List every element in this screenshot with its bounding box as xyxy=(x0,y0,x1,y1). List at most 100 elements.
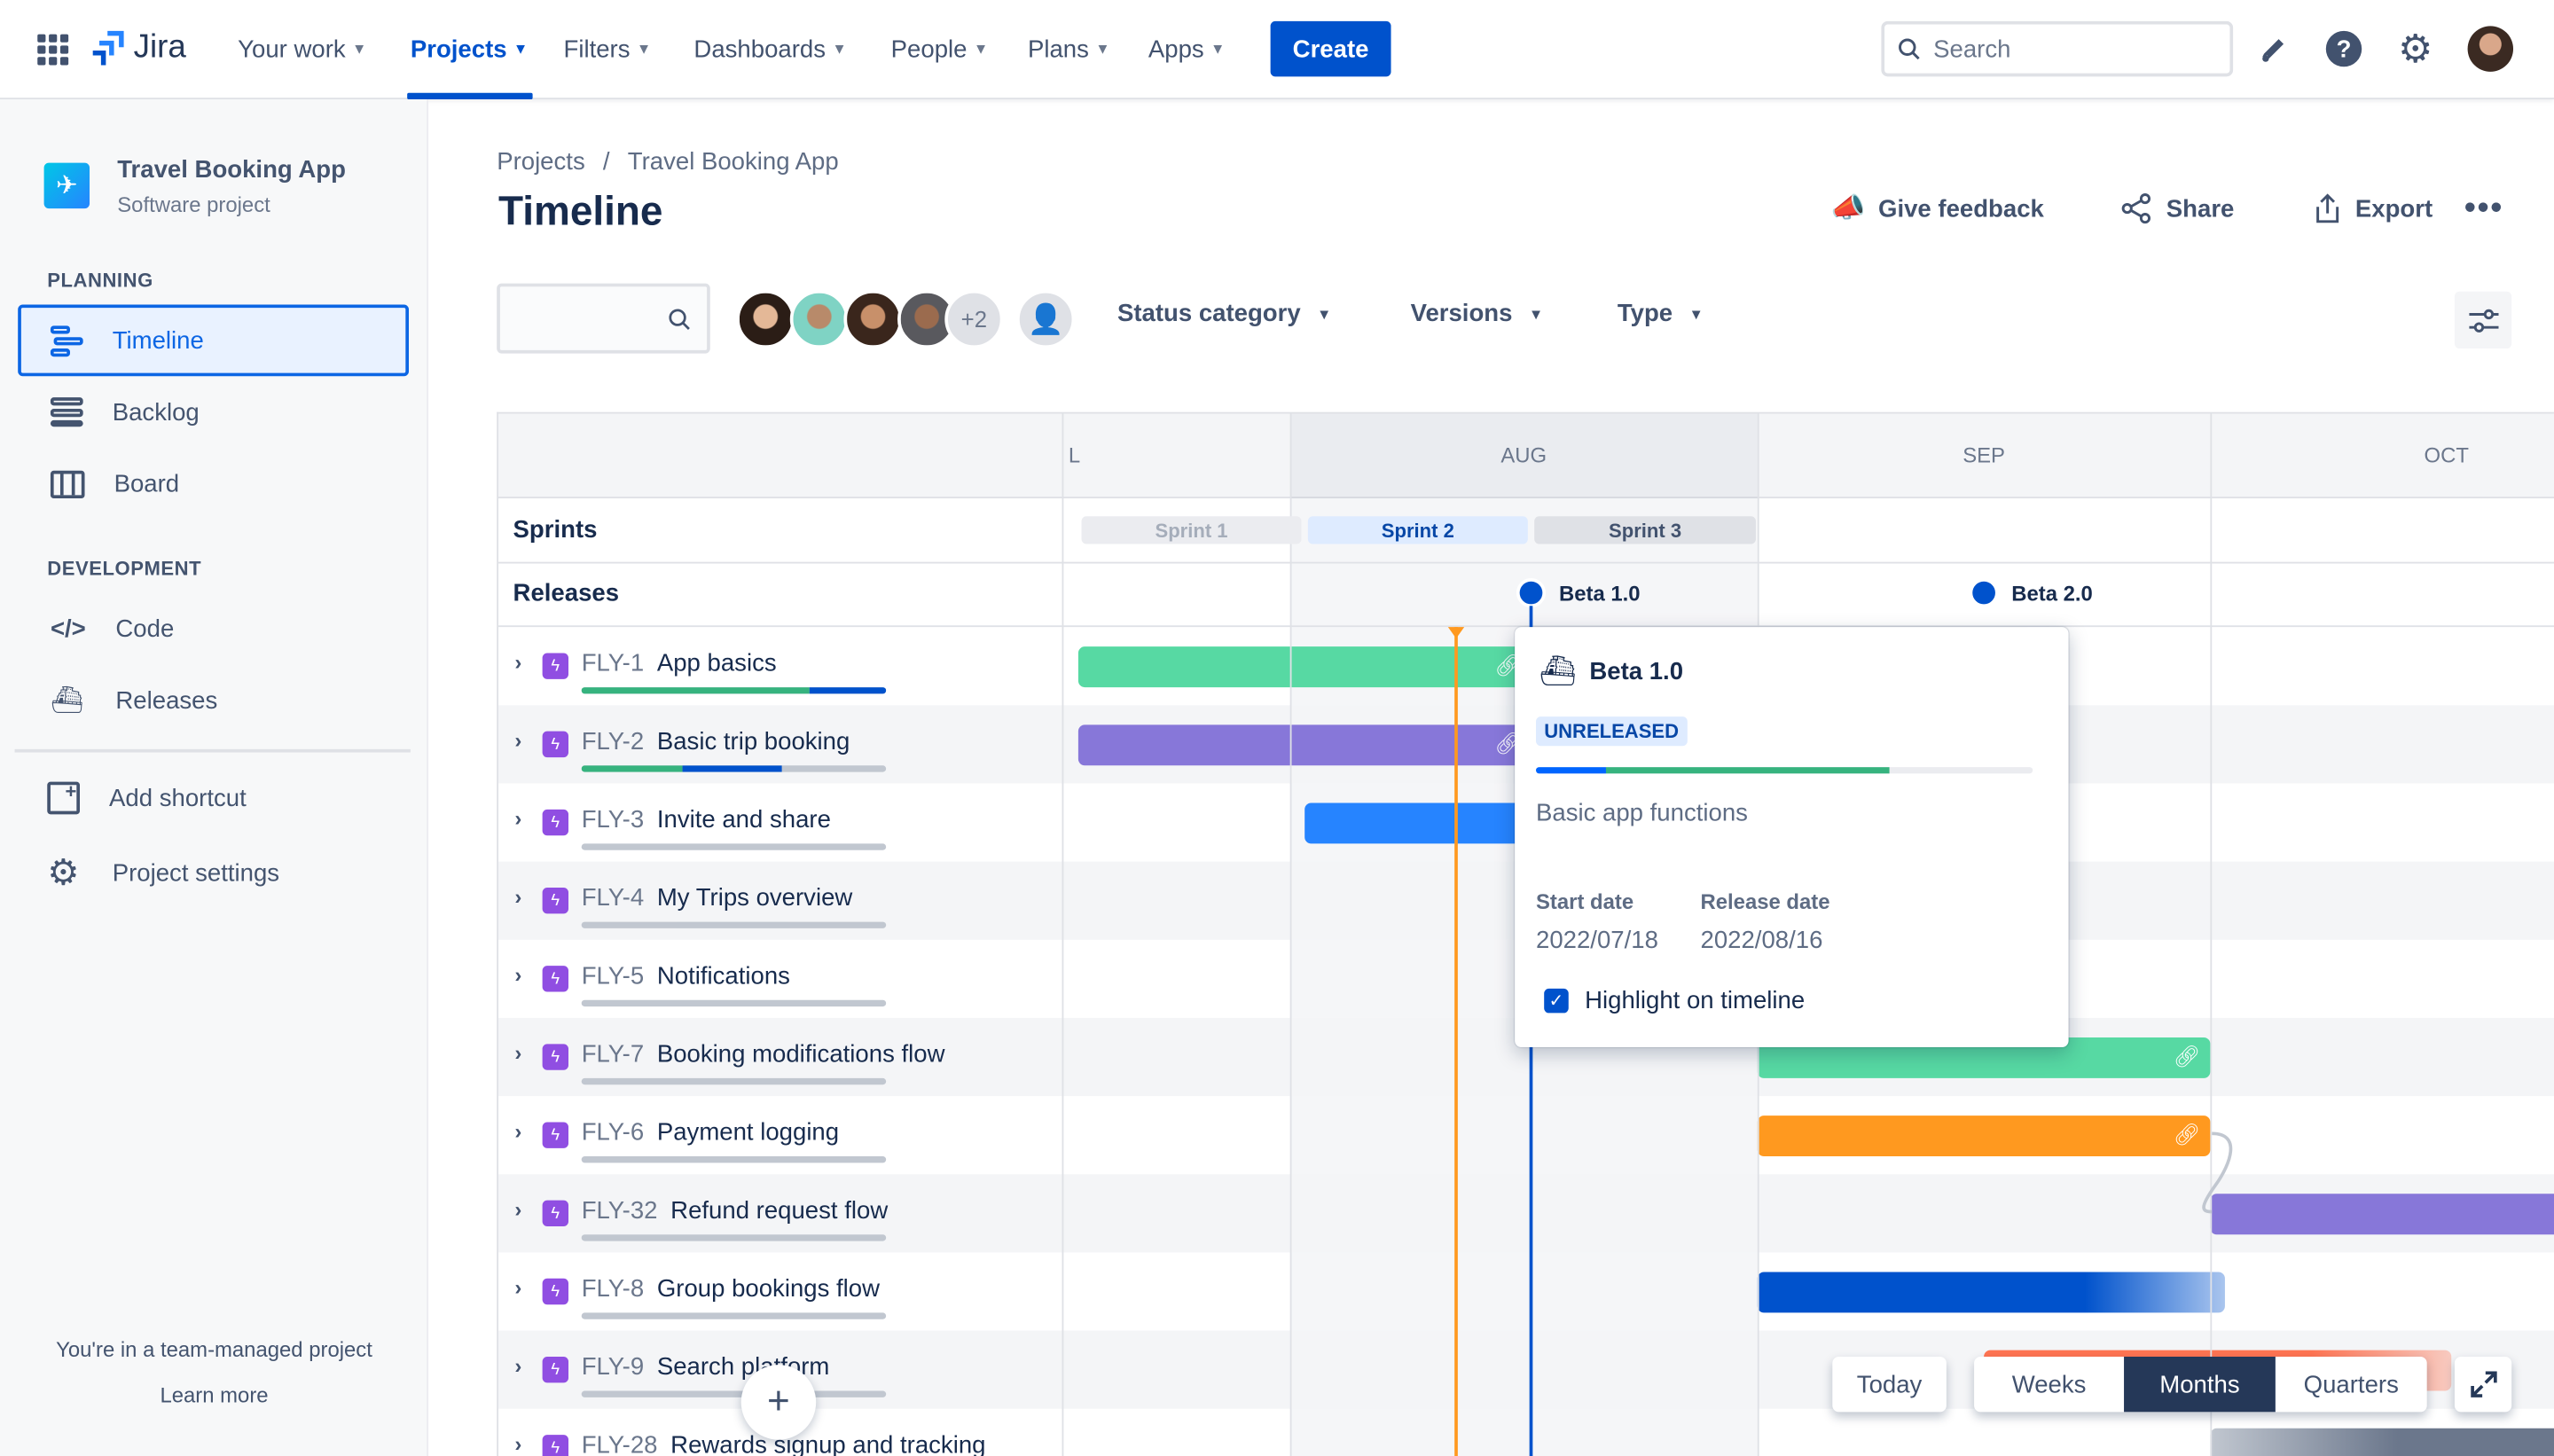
learn-more-link[interactable]: Learn more xyxy=(160,1382,269,1407)
nav-your-work[interactable]: Your work ▼ xyxy=(238,29,366,68)
table-row[interactable]: › ϟ FLY-28 Rewards signup and tracking xyxy=(498,1409,2554,1456)
issue-key[interactable]: FLY-9 xyxy=(581,1353,645,1382)
issue-bar-FLY-2[interactable]: 🔗︎ xyxy=(1078,724,1532,766)
issue-row-FLY-2[interactable]: › ϟ FLY-2 Basic trip booking xyxy=(498,705,1062,783)
avatar[interactable] xyxy=(789,289,849,349)
share-button[interactable]: Share xyxy=(2120,192,2234,225)
sprint-2[interactable]: Sprint 2 xyxy=(1307,516,1528,544)
nav-people[interactable]: People ▼ xyxy=(891,29,989,68)
chevron-right-icon[interactable]: › xyxy=(514,1040,522,1066)
create-button[interactable]: Create xyxy=(1270,20,1391,77)
issue-row-FLY-4[interactable]: › ϟ FLY-4 My Trips overview xyxy=(498,862,1062,940)
issue-key[interactable]: FLY-6 xyxy=(581,1118,645,1147)
chevron-right-icon[interactable]: › xyxy=(514,1431,522,1456)
notifications-icon[interactable] xyxy=(2252,27,2295,70)
app-switcher-icon[interactable] xyxy=(37,34,69,66)
issue-summary[interactable]: Group bookings flow xyxy=(656,1275,881,1303)
sprint-1[interactable]: Sprint 1 xyxy=(1081,516,1302,544)
give-feedback-button[interactable]: 📣 Give feedback xyxy=(1830,192,2043,225)
issue-key[interactable]: FLY-4 xyxy=(581,884,645,912)
nav-plans[interactable]: Plans ▼ xyxy=(1028,29,1110,68)
nav-dashboards[interactable]: Dashboards ▼ xyxy=(693,29,846,68)
avatar[interactable] xyxy=(843,289,903,349)
status-category-filter[interactable]: Status category ▼ xyxy=(1117,300,1331,327)
breadcrumb-projects[interactable]: Projects xyxy=(497,148,585,176)
issue-key[interactable]: FLY-3 xyxy=(581,806,645,834)
issue-key[interactable]: FLY-8 xyxy=(581,1275,645,1303)
chevron-right-icon[interactable]: › xyxy=(514,962,522,988)
issue-bar-FLY-32[interactable] xyxy=(2210,1194,2554,1235)
issue-summary[interactable]: Payment logging xyxy=(656,1118,840,1147)
chevron-right-icon[interactable]: › xyxy=(514,806,522,831)
nav-filters[interactable]: Filters ▼ xyxy=(563,29,651,68)
more-actions-icon[interactable]: ••• xyxy=(2464,190,2504,227)
sprint-3[interactable]: Sprint 3 xyxy=(1534,516,1756,544)
issue-key[interactable]: FLY-28 xyxy=(581,1431,658,1456)
sidebar-item-releases[interactable]: ⛴ Releases xyxy=(18,664,409,736)
view-settings-button[interactable] xyxy=(2454,291,2512,349)
release-dot-icon[interactable] xyxy=(1969,578,1999,608)
more-avatars-button[interactable]: +2 xyxy=(944,289,1004,349)
issue-bar-FLY-1[interactable]: 🔗︎ xyxy=(1078,646,1532,688)
issue-bar-FLY-6[interactable]: 🔗︎ xyxy=(1757,1115,2211,1157)
versions-filter[interactable]: Versions ▼ xyxy=(1411,300,1544,327)
sidebar-item-board[interactable]: Board xyxy=(18,448,409,520)
issue-summary[interactable]: My Trips overview xyxy=(656,884,853,912)
chevron-right-icon[interactable]: › xyxy=(514,1196,522,1222)
type-filter[interactable]: Type ▼ xyxy=(1618,300,1704,327)
chevron-right-icon[interactable]: › xyxy=(514,884,522,909)
quarters-button[interactable]: Quarters xyxy=(2303,1370,2399,1398)
release-marker[interactable]: Beta 2.0 xyxy=(1969,578,2093,608)
project-settings-button[interactable]: ⚙ Project settings xyxy=(18,837,409,909)
breadcrumb-project[interactable]: Travel Booking App xyxy=(627,148,839,176)
highlight-checkbox[interactable]: ✓ Highlight on timeline xyxy=(1544,987,1805,1014)
table-row[interactable]: › ϟ FLY-3 Invite and share xyxy=(498,783,2554,861)
table-row[interactable]: › ϟ FLY-5 Notifications xyxy=(498,940,2554,1018)
jira-logo[interactable]: Jira xyxy=(91,27,186,67)
chevron-right-icon[interactable]: › xyxy=(514,728,522,753)
issue-row-FLY-6[interactable]: › ϟ FLY-6 Payment logging xyxy=(498,1096,1062,1174)
issue-bar-FLY-8[interactable] xyxy=(1757,1272,2226,1313)
nav-projects[interactable]: Projects ▼ xyxy=(411,29,528,68)
months-button[interactable]: Months xyxy=(2124,1356,2276,1413)
weeks-button[interactable]: Weeks xyxy=(2011,1370,2087,1398)
nav-apps[interactable]: Apps ▼ xyxy=(1148,29,1226,68)
chevron-right-icon[interactable]: › xyxy=(514,649,522,675)
export-button[interactable]: Export xyxy=(2313,192,2433,225)
search-input[interactable]: Search xyxy=(1881,20,2234,77)
issue-summary[interactable]: Invite and share xyxy=(656,806,831,834)
chevron-right-icon[interactable]: › xyxy=(514,1275,522,1300)
chevron-right-icon[interactable]: › xyxy=(514,1353,522,1378)
issue-row-FLY-28[interactable]: › ϟ FLY-28 Rewards signup and tracking xyxy=(498,1409,1062,1456)
add-shortcut-button[interactable]: + Add shortcut xyxy=(18,763,409,834)
issue-row-FLY-32[interactable]: › ϟ FLY-32 Refund request flow xyxy=(498,1174,1062,1252)
add-people-button[interactable]: 👤 xyxy=(1016,289,1076,349)
help-icon[interactable]: ? xyxy=(2323,27,2365,70)
issue-key[interactable]: FLY-2 xyxy=(581,728,645,756)
issue-row-FLY-8[interactable]: › ϟ FLY-8 Group bookings flow xyxy=(498,1252,1062,1330)
issue-bar-FLY-3[interactable] xyxy=(1304,802,1532,844)
fullscreen-button[interactable] xyxy=(2454,1356,2512,1413)
issue-key[interactable]: FLY-32 xyxy=(581,1196,658,1225)
release-marker[interactable]: Beta 1.0 xyxy=(1516,578,1641,608)
chevron-right-icon[interactable]: › xyxy=(514,1118,522,1144)
issue-summary[interactable]: Rewards signup and tracking xyxy=(670,1431,986,1456)
issue-summary[interactable]: Basic trip booking xyxy=(656,728,850,756)
timeline-search-input[interactable] xyxy=(497,283,710,354)
issue-summary[interactable]: Notifications xyxy=(656,962,790,990)
settings-icon[interactable]: ⚙ xyxy=(2398,27,2433,71)
profile-avatar[interactable] xyxy=(2467,26,2514,72)
issue-row-FLY-9[interactable]: › ϟ FLY-9 Search platform xyxy=(498,1331,1062,1409)
issue-key[interactable]: FLY-5 xyxy=(581,962,645,990)
issue-row-FLY-3[interactable]: › ϟ FLY-3 Invite and share xyxy=(498,783,1062,861)
table-row[interactable]: › ϟ FLY-6 Payment logging 🔗︎ xyxy=(498,1096,2554,1174)
issue-summary[interactable]: App basics xyxy=(656,649,777,678)
issue-key[interactable]: FLY-7 xyxy=(581,1040,645,1069)
sidebar-item-code[interactable]: </> Code xyxy=(18,593,409,665)
issue-row-FLY-5[interactable]: › ϟ FLY-5 Notifications xyxy=(498,940,1062,1018)
issue-key[interactable]: FLY-1 xyxy=(581,649,645,678)
avatar[interactable] xyxy=(736,289,795,349)
table-row[interactable]: › ϟ FLY-8 Group bookings flow xyxy=(498,1252,2554,1330)
issue-bar-FLY-28[interactable] xyxy=(2210,1428,2554,1456)
sidebar-item-timeline[interactable]: Timeline xyxy=(18,304,410,377)
